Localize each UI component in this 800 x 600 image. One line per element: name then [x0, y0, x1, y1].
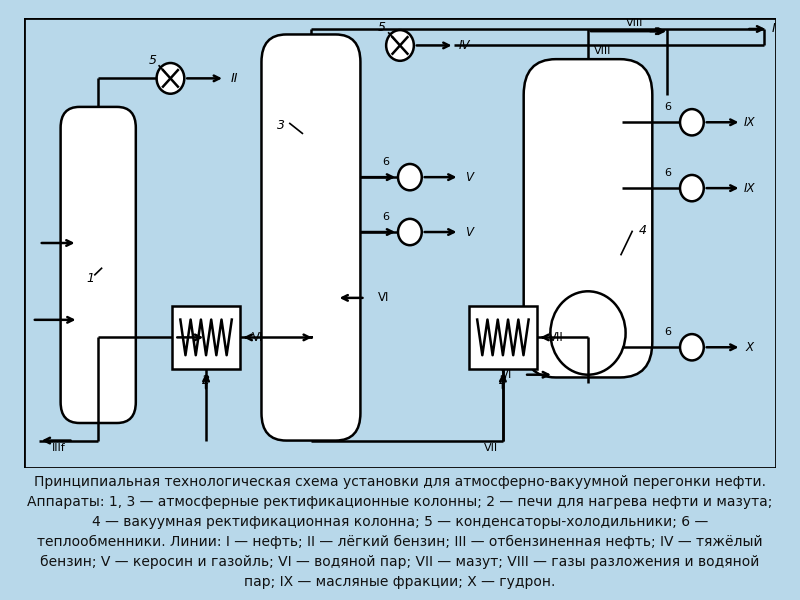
FancyBboxPatch shape — [262, 34, 361, 440]
Text: I: I — [772, 22, 776, 35]
Text: Принципиальная технологическая схема установки для атмосферно-вакуумной перегонк: Принципиальная технологическая схема уст… — [27, 475, 773, 589]
Text: IIIf: IIIf — [52, 443, 66, 453]
Text: V: V — [466, 226, 474, 239]
Text: II: II — [231, 72, 238, 85]
Text: IX: IX — [743, 182, 755, 194]
Circle shape — [398, 164, 422, 190]
Text: VII: VII — [484, 443, 498, 453]
FancyBboxPatch shape — [524, 59, 652, 377]
Circle shape — [157, 63, 184, 94]
Text: 6: 6 — [665, 327, 672, 337]
Text: VI: VI — [378, 292, 389, 304]
Text: VI: VI — [251, 331, 263, 344]
Text: 6: 6 — [665, 168, 672, 178]
Circle shape — [398, 219, 422, 245]
Circle shape — [550, 291, 626, 375]
Text: 6: 6 — [382, 212, 390, 221]
Circle shape — [680, 109, 704, 136]
Text: 1: 1 — [86, 272, 94, 285]
Text: V: V — [466, 170, 474, 184]
Text: IV: IV — [458, 39, 470, 52]
Bar — [470, 305, 537, 369]
Text: VI: VI — [501, 368, 512, 381]
Bar — [173, 305, 240, 369]
Text: IX: IX — [743, 116, 755, 129]
Text: 5: 5 — [378, 22, 386, 34]
Text: 2: 2 — [202, 374, 210, 386]
Text: X: X — [746, 341, 754, 354]
Text: 6: 6 — [382, 157, 390, 167]
Text: 5: 5 — [149, 55, 157, 67]
Text: 2: 2 — [499, 374, 507, 386]
Text: 4: 4 — [638, 224, 646, 237]
Text: VIII: VIII — [626, 19, 643, 28]
Text: VII: VII — [549, 331, 563, 344]
Circle shape — [680, 175, 704, 201]
Text: 6: 6 — [665, 102, 672, 112]
FancyBboxPatch shape — [61, 107, 136, 423]
Text: 3: 3 — [278, 119, 286, 131]
Text: VIII: VIII — [594, 46, 611, 56]
Circle shape — [680, 334, 704, 361]
Circle shape — [386, 30, 414, 61]
